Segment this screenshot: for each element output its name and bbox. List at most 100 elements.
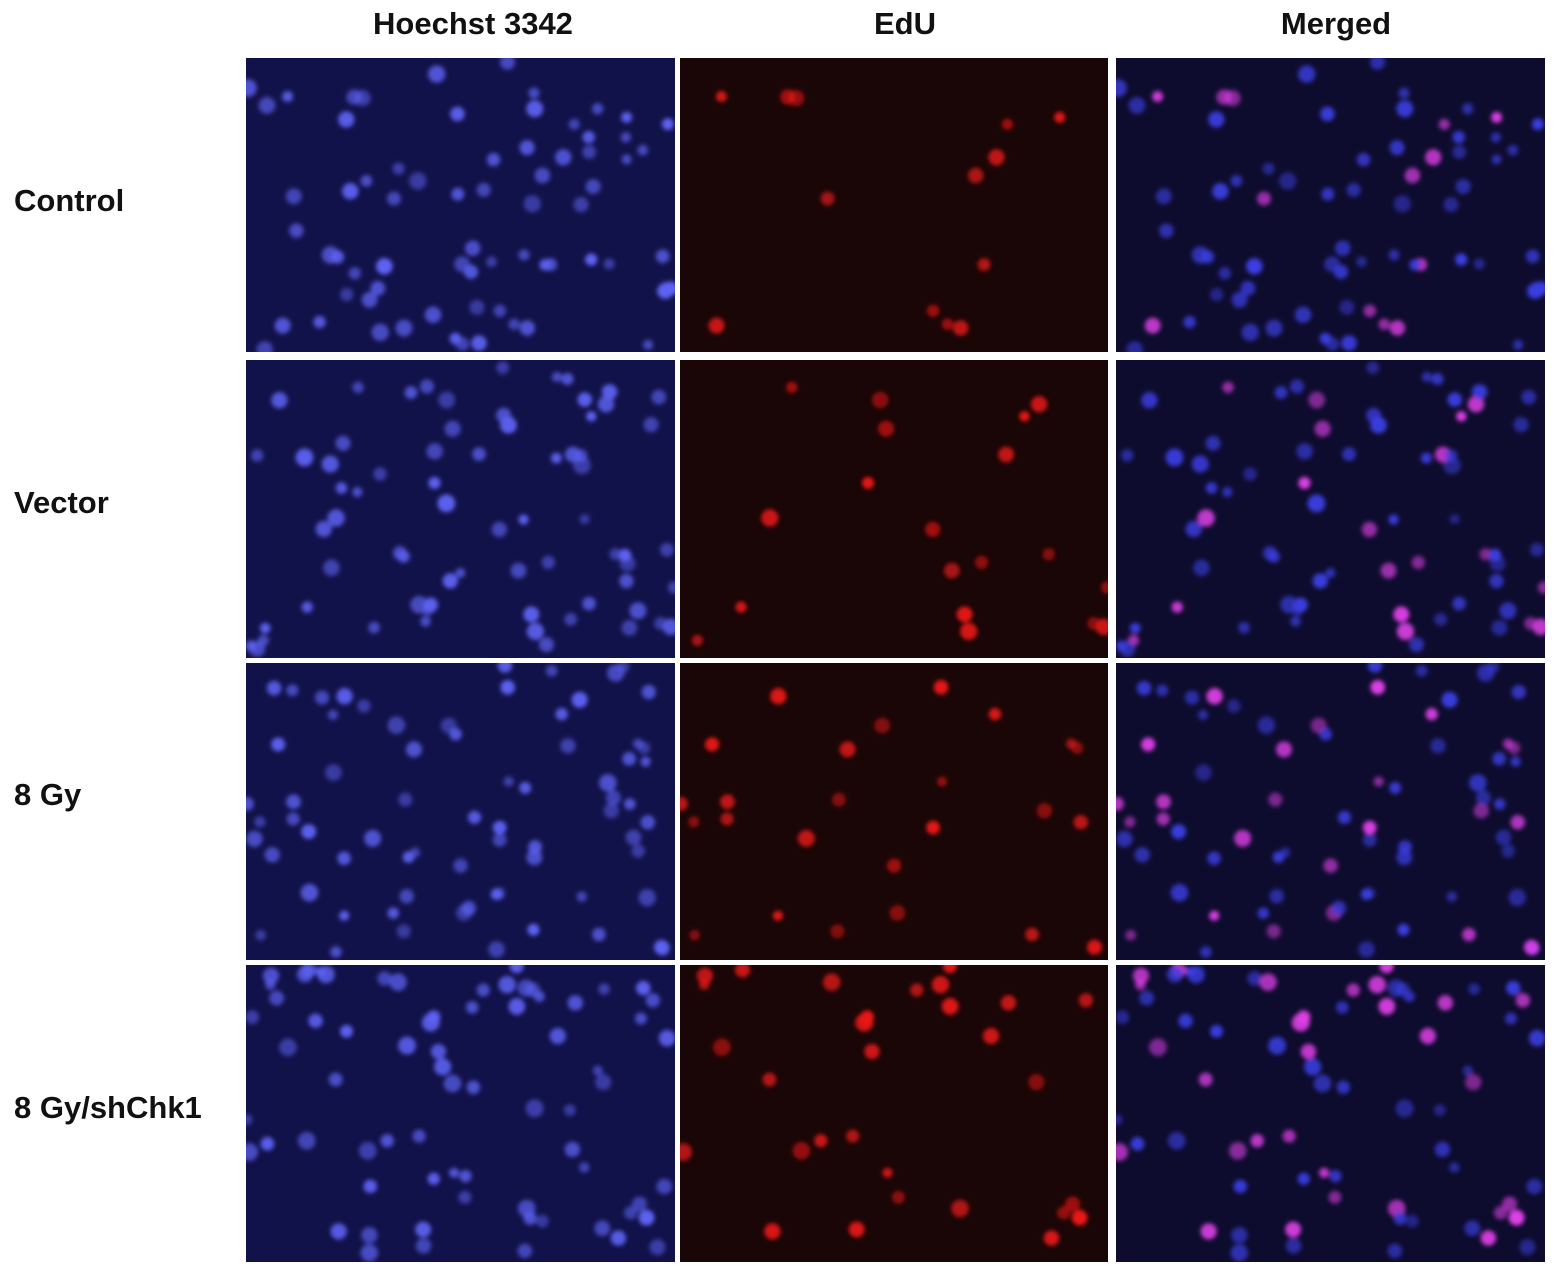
nucleus [539, 259, 551, 271]
nucleus [1257, 716, 1276, 734]
nucleus [621, 619, 638, 636]
nucleus [1307, 494, 1326, 513]
nucleus [1396, 622, 1415, 641]
nucleus [538, 637, 554, 653]
nucleus [874, 717, 891, 734]
nucleus [289, 223, 304, 238]
nucleus [1499, 602, 1517, 620]
nucleus [577, 392, 592, 407]
nucleus [1341, 335, 1357, 351]
nucleus [533, 990, 545, 1003]
nucleus [1297, 65, 1316, 83]
nucleus [517, 979, 535, 997]
column-header: EdU [874, 6, 936, 41]
nucleus [762, 1072, 777, 1087]
nucleus [988, 149, 1005, 166]
nucleus [770, 688, 787, 705]
nucleus [629, 602, 647, 620]
nucleus [661, 118, 674, 131]
nucleus [340, 287, 354, 302]
nucleus [392, 162, 405, 175]
nucleus [523, 195, 541, 213]
nucleus [371, 323, 389, 342]
nucleus [297, 1131, 316, 1150]
nucleus [1475, 790, 1491, 806]
nucleus [1437, 995, 1453, 1011]
nucleus [1328, 1190, 1342, 1204]
nucleus [1156, 812, 1170, 826]
nucleus [259, 622, 271, 634]
nucleus [1289, 379, 1305, 394]
nucleus [1183, 315, 1196, 329]
nucleus [1233, 1179, 1248, 1194]
nucleus [1462, 927, 1476, 942]
nucleus [1156, 794, 1171, 810]
nucleus [519, 781, 532, 794]
nucleus [603, 802, 619, 819]
nucleus [653, 939, 670, 955]
nucleus [1342, 447, 1356, 462]
nucleus [296, 966, 313, 983]
nucleus [599, 774, 617, 792]
nucleus [761, 509, 779, 527]
nucleus [1537, 581, 1545, 594]
nucleus [1393, 1211, 1407, 1225]
nucleus [619, 555, 636, 572]
nucleus [1222, 381, 1234, 394]
nucleus [1431, 372, 1444, 386]
nucleus [1285, 1238, 1302, 1254]
nucleus [398, 792, 413, 807]
nucleus [271, 392, 288, 409]
nucleus [830, 924, 845, 939]
nucleus [340, 1024, 353, 1038]
nucleus [503, 776, 514, 787]
nucleus [640, 814, 656, 830]
nucleus [943, 562, 960, 579]
nucleus [508, 318, 520, 330]
nucleus [910, 983, 924, 997]
nucleus [1274, 386, 1288, 400]
nucleus [1119, 641, 1136, 657]
nucleus [1125, 929, 1136, 941]
nucleus [449, 727, 462, 741]
nucleus [956, 606, 973, 623]
nucleus [395, 319, 413, 337]
nucleus [551, 371, 563, 383]
nucleus [1530, 542, 1544, 557]
nucleus [1184, 690, 1200, 705]
nucleus [585, 178, 601, 195]
nucleus [1193, 559, 1210, 577]
nucleus [1346, 182, 1361, 197]
nucleus [735, 601, 747, 613]
nucleus [1505, 980, 1521, 996]
nuclei [1116, 663, 1540, 958]
nucleus [327, 709, 339, 721]
nucleus [772, 910, 783, 921]
nucleus [597, 395, 615, 413]
nucleus [467, 810, 482, 824]
nucleus [1366, 361, 1380, 375]
nucleus [1369, 416, 1387, 434]
nucleus [1404, 167, 1421, 184]
nucleus [1334, 240, 1351, 256]
nucleus [336, 688, 353, 705]
nucleus [437, 494, 456, 513]
nucleus [246, 1143, 259, 1161]
nucleus [523, 1211, 537, 1225]
nucleus [889, 904, 906, 921]
nucleus [279, 1038, 297, 1057]
nucleus [1415, 664, 1428, 677]
nucleus [571, 691, 588, 708]
nucleus [1321, 187, 1335, 201]
nuclei [691, 381, 1108, 646]
nucleus [632, 1196, 648, 1212]
nucleus [1126, 341, 1143, 352]
nucleus [1205, 435, 1221, 451]
nucleus [1120, 449, 1134, 462]
nucleus [621, 111, 633, 123]
nucleus [654, 616, 668, 630]
nucleus [1025, 927, 1039, 942]
micrograph [680, 360, 1108, 658]
nucleus [282, 90, 294, 102]
nucleus [500, 680, 515, 695]
